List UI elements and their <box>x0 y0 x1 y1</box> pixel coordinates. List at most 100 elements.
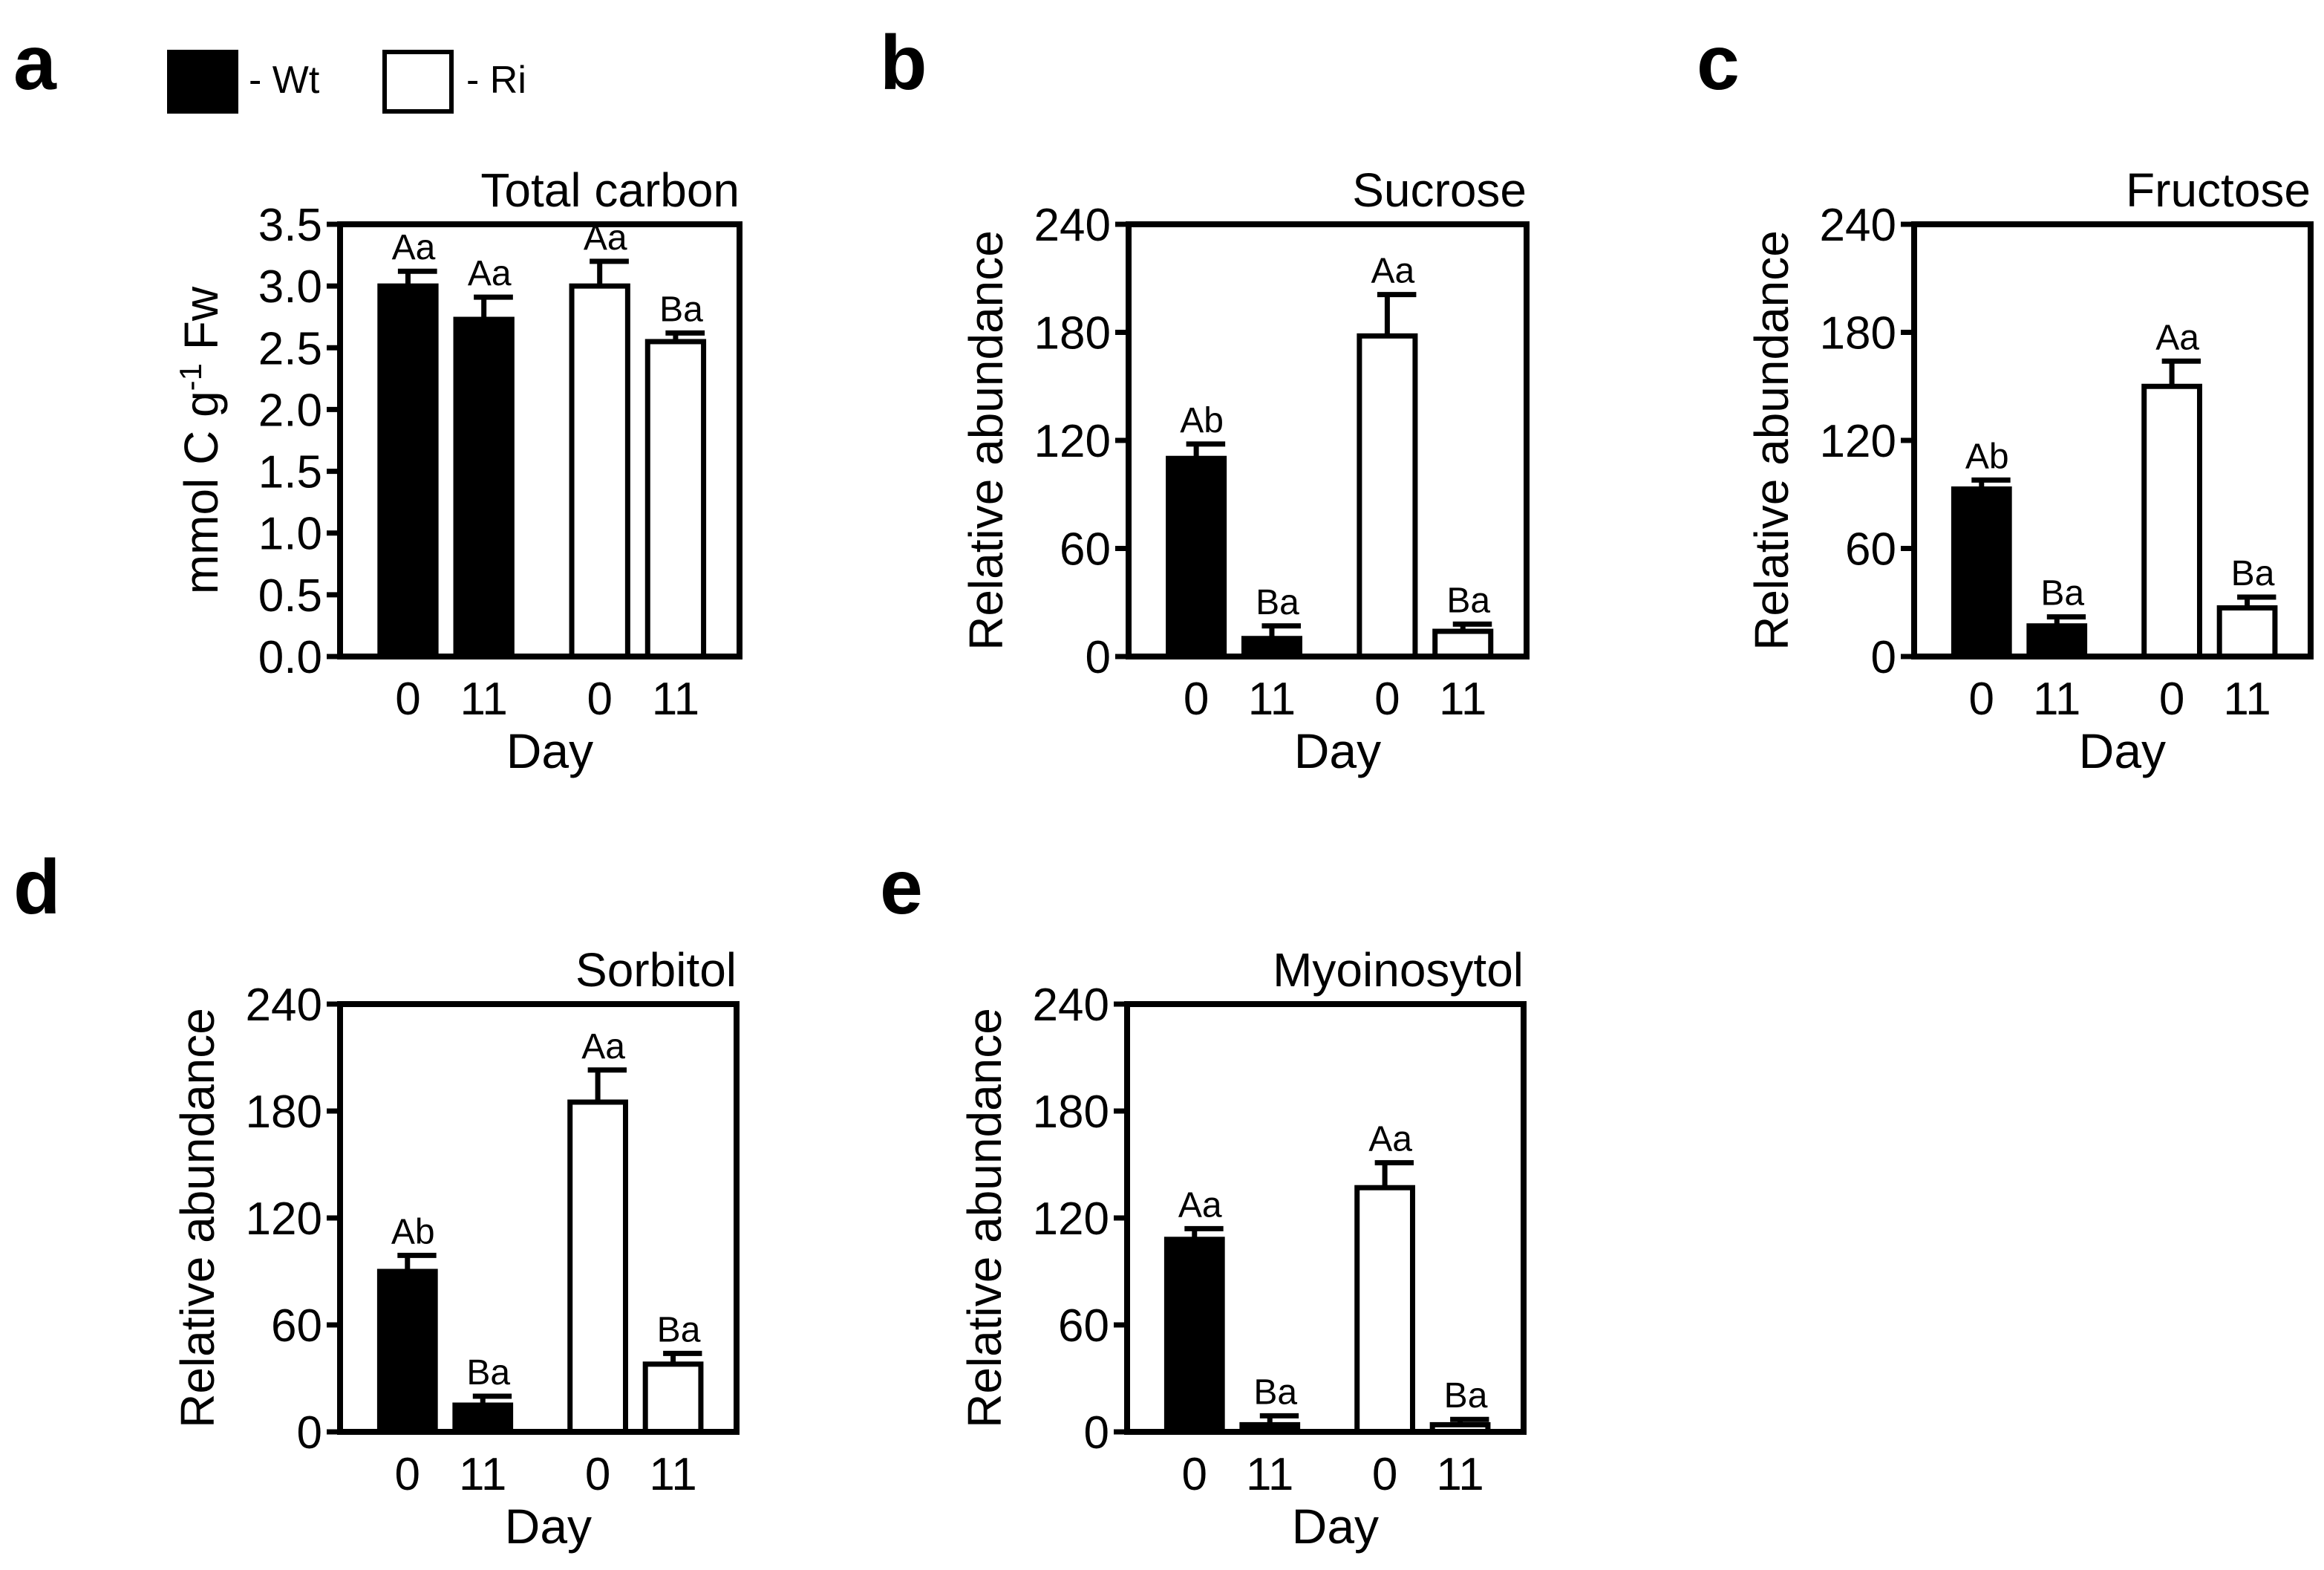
bar-ri-day-11 <box>1432 628 1494 659</box>
significance-label: Ab <box>1965 437 2009 476</box>
y-tick-label: 3.0 <box>258 261 322 313</box>
y-tick-label: 240 <box>246 980 322 1031</box>
x-tick-label: 11 <box>1439 674 1486 725</box>
y-tick-label: 120 <box>1820 416 1896 467</box>
y-tick-label: 2.5 <box>258 323 322 374</box>
x-axis-label: Day <box>506 723 593 778</box>
legend-label-wt: - Wt <box>249 59 320 102</box>
bar-ri-day-11 <box>2216 605 2278 659</box>
panel-letter-d: d <box>13 844 61 931</box>
bar-ri-day-0 <box>2141 383 2202 659</box>
y-tick-label: 180 <box>1034 308 1111 359</box>
significance-label: Ab <box>1180 401 1224 440</box>
x-tick-label: 11 <box>652 674 699 725</box>
y-axis-label: Relative abundance <box>1745 230 1798 651</box>
chart-title: Total carbon <box>480 163 740 217</box>
x-axis-label: Day <box>2079 723 2166 778</box>
y-tick-label: 120 <box>1034 416 1111 467</box>
y-tick-label: 1.5 <box>258 447 322 498</box>
y-tick-label: 0 <box>1084 1407 1109 1459</box>
y-axis-label: mmol C g-1 Fw <box>173 286 228 594</box>
significance-label: Ba <box>2040 574 2084 613</box>
y-tick-label: 0 <box>1086 632 1111 683</box>
significance-label: Ba <box>466 1353 510 1393</box>
bar-wt-day-0 <box>376 1268 438 1435</box>
y-tick-label: 240 <box>1034 200 1111 251</box>
x-tick-label: 0 <box>2159 674 2184 725</box>
chart-title: Fructose <box>2126 163 2311 217</box>
y-tick-label: 180 <box>1033 1087 1109 1138</box>
panel-letter-e: e <box>880 844 923 931</box>
x-axis-label: Day <box>505 1499 592 1554</box>
y-tick-label: 0.5 <box>258 570 322 622</box>
y-tick-label: 60 <box>1060 524 1111 576</box>
panel-letter-a: a <box>13 20 57 106</box>
x-tick-label: 0 <box>1969 674 1994 725</box>
bar-wt-day-11 <box>452 1402 514 1435</box>
significance-label: Ba <box>2231 554 2275 593</box>
x-tick-label: 11 <box>2223 674 2271 725</box>
chart-title: Sorbitol <box>575 943 737 997</box>
x-tick-label: 0 <box>1182 1449 1207 1500</box>
x-tick-label: 0 <box>395 674 420 725</box>
significance-label: Ba <box>659 290 703 329</box>
y-tick-label: 60 <box>1058 1300 1109 1352</box>
bar-ri-day-0 <box>1357 333 1418 659</box>
y-tick-label: 120 <box>1033 1193 1109 1245</box>
bar-ri-day-11 <box>644 339 707 659</box>
y-axis-label: Relative abundance <box>959 230 1013 651</box>
legend-label-ri: - Ri <box>466 59 526 102</box>
legend: - Wt - Ri <box>167 50 526 114</box>
y-tick-label: 0 <box>297 1407 322 1459</box>
chart-panel-c: c Fructose Ab 0 Ba 11 Aa 0 Ba 11 0 60 120 180 240 Day Re… <box>1697 20 2314 778</box>
y-tick-label: 0 <box>1871 632 1896 683</box>
x-tick-label: 11 <box>1436 1449 1483 1500</box>
chart-panel-e: e Myoinosytol Aa 0 Ba 11 Aa 0 Ba 11 0 60 120 180 240 Da… <box>880 844 1527 1554</box>
y-tick-label: 1.0 <box>258 509 322 560</box>
bar-wt-day-0 <box>377 283 439 659</box>
bar-ri-day-0 <box>569 283 630 659</box>
y-tick-label: 60 <box>1845 524 1896 576</box>
x-tick-label: 0 <box>1374 674 1400 725</box>
x-tick-label: 0 <box>395 1449 420 1500</box>
x-axis-label: Day <box>1292 1499 1379 1554</box>
panel-letter-c: c <box>1697 20 1740 106</box>
legend-swatch-wt <box>167 50 238 114</box>
x-tick-label: 11 <box>649 1449 696 1500</box>
chart-title: Myoinosytol <box>1273 943 1524 997</box>
y-axis-label: Relative abundance <box>171 1008 224 1428</box>
significance-label: Aa <box>2155 318 2199 357</box>
x-tick-label: 0 <box>1372 1449 1397 1500</box>
y-tick-label: 120 <box>246 1193 322 1245</box>
y-tick-label: 3.5 <box>258 200 322 251</box>
x-tick-label: 11 <box>459 1449 506 1500</box>
chart-title: Sucrose <box>1352 163 1527 217</box>
bar-wt-day-0 <box>1166 455 1227 659</box>
significance-label: Aa <box>1178 1185 1222 1225</box>
bar-wt-day-11 <box>453 316 515 659</box>
y-tick-label: 60 <box>271 1300 322 1352</box>
chart-panel-b: b Sucrose Ab 0 Ba 11 Aa 0 Ba 11 0 60 120 180 240 Day Rel… <box>880 20 1530 778</box>
y-axis-label: Relative abundance <box>958 1008 1011 1428</box>
bar-ri-day-0 <box>1354 1185 1415 1435</box>
x-tick-label: 11 <box>1248 674 1296 725</box>
x-tick-label: 11 <box>2033 674 2080 725</box>
x-tick-label: 11 <box>460 674 507 725</box>
legend-swatch-ri <box>382 50 454 114</box>
y-tick-label: 180 <box>246 1087 322 1138</box>
significance-label: Ba <box>1444 1376 1488 1416</box>
y-tick-label: 2.0 <box>258 385 322 436</box>
significance-label: Aa <box>1368 1120 1412 1159</box>
x-tick-label: 0 <box>587 674 612 725</box>
significance-label: Ba <box>1446 581 1490 620</box>
x-tick-label: 0 <box>585 1449 610 1500</box>
significance-label: Aa <box>581 1027 625 1066</box>
significance-label: Ab <box>391 1212 435 1251</box>
panel-letter-b: b <box>880 20 927 106</box>
significance-label: Aa <box>1371 252 1415 291</box>
x-axis-label: Day <box>1294 723 1381 778</box>
bar-wt-day-0 <box>1951 486 2012 659</box>
y-tick-label: 180 <box>1820 308 1896 359</box>
